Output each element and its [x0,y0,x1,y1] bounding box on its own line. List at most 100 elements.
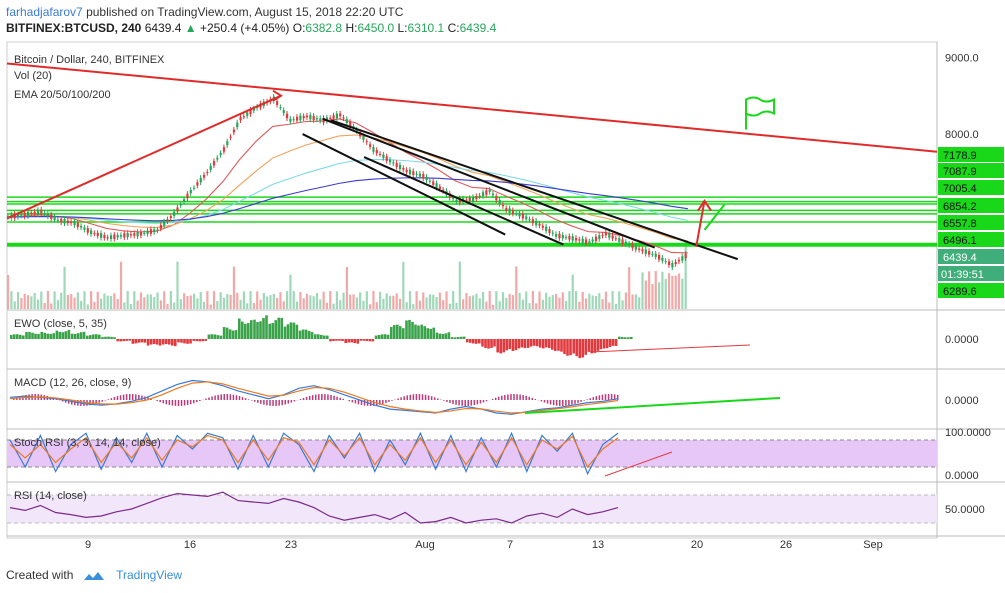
price-tag-label: 6439.4 [943,252,977,264]
high-label: H: [345,21,358,35]
trendline-1 [6,94,282,220]
ewo-bar [186,339,189,344]
candle-body [408,169,412,175]
macd-histogram-bar [382,400,384,405]
volume-bar [103,293,106,309]
ewo-bar [624,337,627,339]
macd-histogram-bar [330,394,332,400]
volume-bar [183,293,186,309]
macd-histogram-bar [360,400,363,406]
candle-body [664,260,667,262]
candle-body [139,232,143,236]
macd-histogram-bar [311,395,314,400]
macd-histogram-bar [348,400,351,402]
macd-histogram-bar [74,400,76,406]
macd-histogram-bar [391,400,393,401]
macd-histogram-bar [476,400,479,405]
volume-bar [405,302,408,309]
macd-histogram-bar [379,400,381,405]
ewo-bar [158,339,162,346]
volume-bar [139,292,143,309]
candle-body [428,180,432,182]
candle-body [143,232,146,234]
candle-body [495,196,498,201]
volume-bar [674,275,677,309]
ewo-bar [618,336,621,339]
macd-histogram-bar [122,394,125,400]
macd-histogram-bar [586,399,588,400]
ewo-bar [52,333,55,339]
low-value: 6310.1 [407,21,445,35]
macd-histogram-bar [415,394,418,400]
macd-histogram-bar [110,398,113,400]
candle-body [674,261,677,265]
author-link[interactable]: farhadjafarov7 [6,5,83,19]
ewo-bar [286,324,290,339]
macd-histogram-bar [470,400,473,406]
price-tag [938,147,1004,162]
candle-body [123,233,126,238]
volume-bar [319,299,322,309]
macd-histogram-bar [290,400,293,403]
macd-histogram-bar [467,400,469,406]
macd-histogram-bar [385,400,387,404]
ewo-bar [95,334,98,339]
ewo-bar [292,322,296,339]
volume-bar [86,304,89,309]
volume-bar [63,266,66,309]
candle-body [488,189,491,192]
rsi-tick-label: 50.0000 [945,504,985,516]
macd-histogram-bar [333,395,335,400]
volume-bar [432,294,435,309]
volume-bar [83,291,86,309]
trendline-0 [6,62,938,153]
green-projection-line [703,204,726,231]
candle-body [654,253,657,257]
candle-body [638,248,641,250]
ewo-bar [10,334,13,339]
ewo-bar [423,326,426,339]
volume-bar [425,297,428,309]
candle-body [565,237,568,239]
volume-bar [90,291,93,309]
macd-histogram-bar [211,396,213,400]
price-tag-label: 7087.9 [943,166,977,178]
candle-body [395,162,398,167]
volume-legend: Vol (20) [14,70,52,82]
macd-histogram-bar [327,394,329,400]
candle-body [468,198,471,202]
volume-bar [96,291,99,309]
ewo-bar [137,339,141,343]
candle-body [133,233,136,236]
candle-body [246,112,249,116]
volume-bar [146,294,149,309]
ewo-bar [532,339,536,346]
macd-histogram-bar [217,394,219,400]
volume-bar [375,302,378,309]
price-tag-label: 7178.9 [943,150,977,162]
volume-bar [16,292,20,309]
volume-bar [598,293,601,309]
volume-bar [332,303,335,309]
macd-histogram-bar [418,394,421,400]
macd-histogram-bar [583,400,585,401]
ewo-bar [268,323,271,339]
macd-histogram-bar [141,395,143,400]
volume-bar [555,294,558,309]
volume-bar [149,294,153,309]
candle-body [212,161,216,166]
last-price: 6439.4 [144,21,182,35]
volume-bar [136,300,139,309]
tradingview-link[interactable]: TradingView [116,568,183,582]
macd-histogram-bar [278,400,280,406]
macd-histogram-bar [132,394,134,400]
price-tag [938,180,1004,195]
candle-body [588,241,591,244]
volume-bar [415,291,418,309]
macd-histogram-bar [205,398,207,400]
macd-histogram-bar [186,400,189,405]
candle-body [286,113,289,119]
candle-body [242,116,246,118]
ewo-bar [374,335,378,339]
